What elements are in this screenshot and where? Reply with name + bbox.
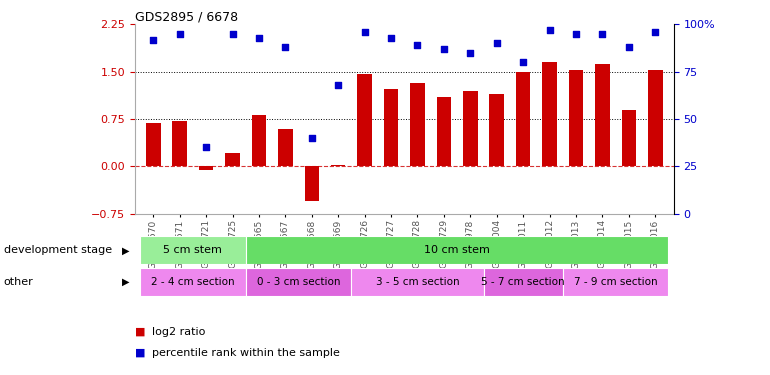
Text: other: other: [4, 277, 34, 287]
Bar: [199, 166, 213, 170]
Bar: [246, 268, 351, 296]
Bar: [304, 166, 319, 201]
Point: [173, 31, 186, 37]
Point: [464, 50, 477, 56]
Point: [544, 27, 556, 33]
Bar: [383, 89, 398, 166]
Bar: [278, 129, 293, 166]
Bar: [246, 236, 668, 264]
Text: 0 - 3 cm section: 0 - 3 cm section: [257, 277, 340, 287]
Point: [517, 59, 529, 65]
Bar: [252, 115, 266, 166]
Bar: [140, 236, 246, 264]
Bar: [351, 268, 484, 296]
Point: [385, 34, 397, 40]
Bar: [621, 110, 636, 166]
Point: [200, 144, 213, 150]
Bar: [172, 121, 187, 166]
Point: [437, 46, 450, 52]
Point: [596, 31, 608, 37]
Text: ▶: ▶: [122, 245, 129, 255]
Bar: [542, 62, 557, 166]
Text: 10 cm stem: 10 cm stem: [424, 245, 490, 255]
Text: 5 cm stem: 5 cm stem: [163, 245, 223, 255]
Point: [411, 42, 424, 48]
Text: log2 ratio: log2 ratio: [152, 327, 205, 337]
Point: [332, 82, 344, 88]
Bar: [490, 94, 504, 166]
Point: [306, 135, 318, 141]
Bar: [484, 268, 563, 296]
Point: [147, 36, 159, 42]
Text: GDS2895 / 6678: GDS2895 / 6678: [135, 10, 238, 23]
Text: ▶: ▶: [122, 277, 129, 287]
Text: 3 - 5 cm section: 3 - 5 cm section: [376, 277, 459, 287]
Bar: [437, 97, 451, 166]
Text: 7 - 9 cm section: 7 - 9 cm section: [574, 277, 658, 287]
Bar: [463, 91, 477, 166]
Point: [649, 29, 661, 35]
Text: ■: ■: [135, 327, 146, 337]
Bar: [569, 70, 583, 166]
Point: [570, 31, 582, 37]
Text: 5 - 7 cm section: 5 - 7 cm section: [481, 277, 565, 287]
Bar: [226, 153, 239, 166]
Point: [623, 44, 635, 50]
Bar: [410, 83, 425, 166]
Bar: [648, 70, 662, 166]
Text: percentile rank within the sample: percentile rank within the sample: [152, 348, 340, 357]
Bar: [331, 165, 346, 166]
Text: development stage: development stage: [4, 245, 112, 255]
Bar: [146, 123, 160, 166]
Point: [253, 34, 265, 40]
Text: 2 - 4 cm section: 2 - 4 cm section: [151, 277, 235, 287]
Text: ■: ■: [135, 348, 146, 357]
Point: [359, 29, 371, 35]
Point: [490, 40, 503, 46]
Point: [280, 44, 292, 50]
Bar: [140, 268, 246, 296]
Bar: [563, 268, 668, 296]
Bar: [595, 64, 610, 166]
Point: [226, 31, 239, 37]
Bar: [357, 74, 372, 166]
Bar: [516, 72, 531, 166]
